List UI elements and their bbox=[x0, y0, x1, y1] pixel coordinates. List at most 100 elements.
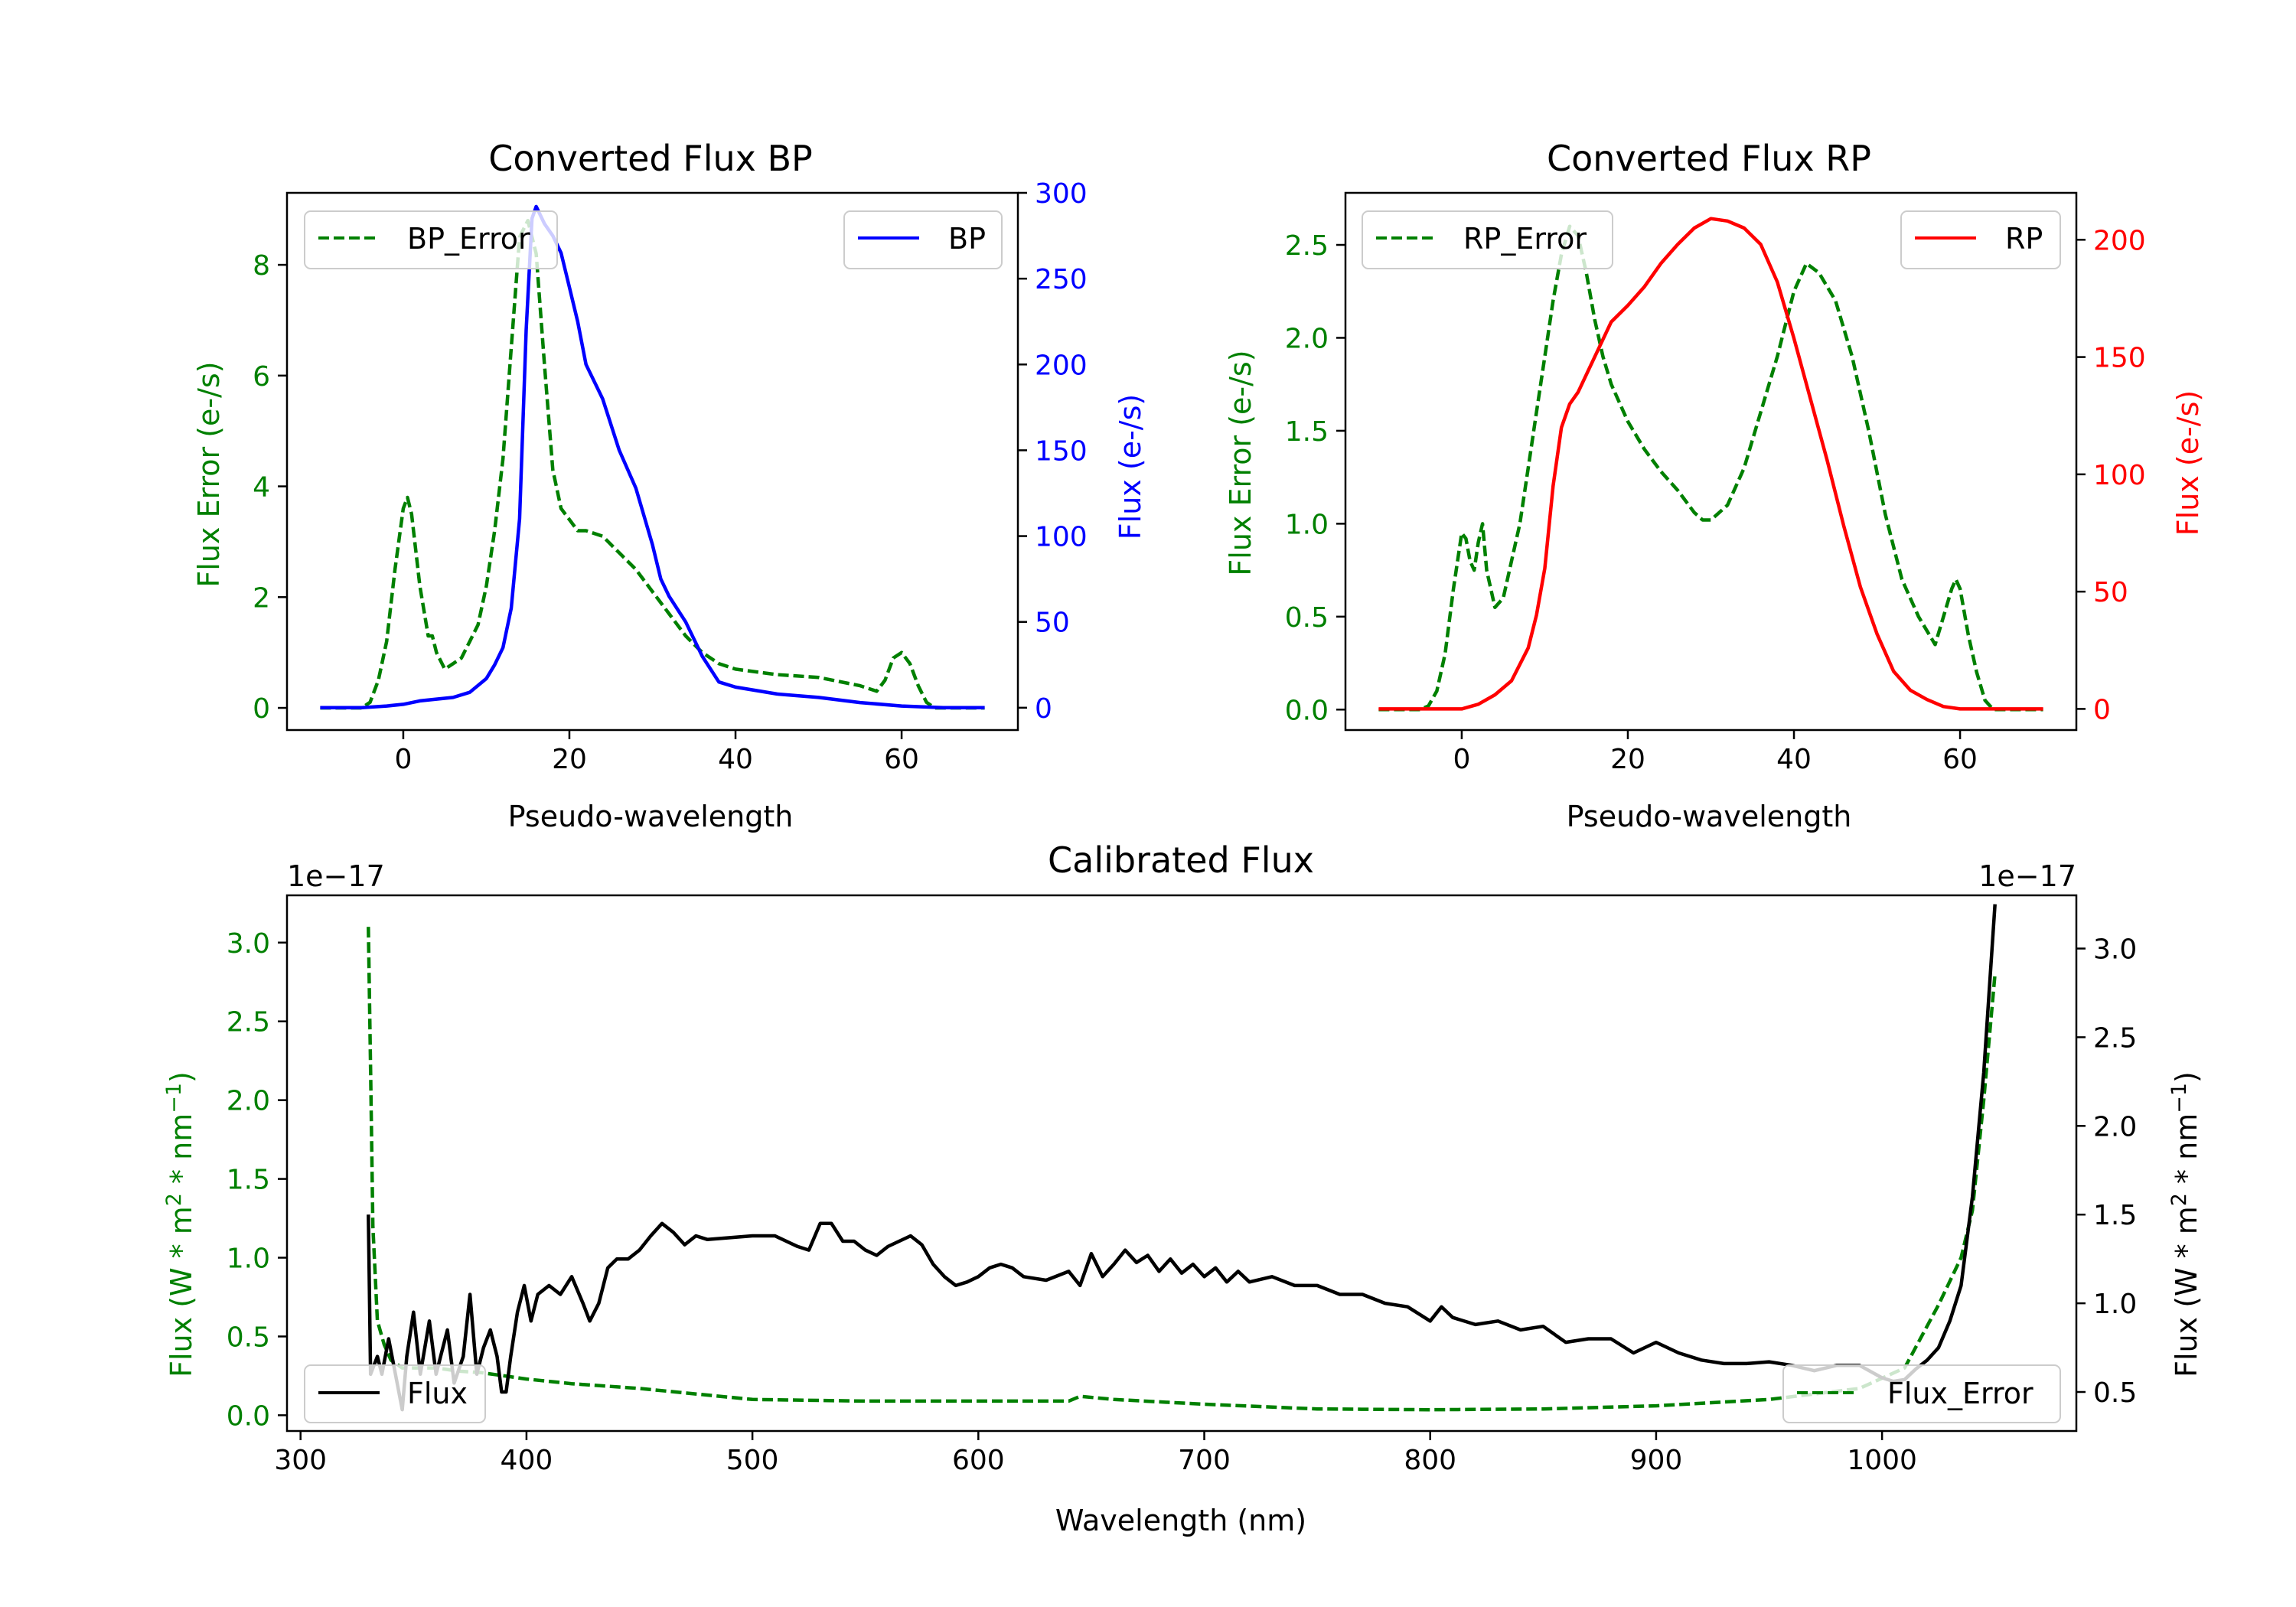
cal-left-y-tick-label: 3.0 bbox=[227, 928, 270, 960]
rp-axes-frame bbox=[1344, 191, 2078, 732]
calibrated-flux-legend-label: Flux bbox=[407, 1377, 468, 1410]
bp-plot-area bbox=[320, 204, 985, 710]
bp-right-axis-label: Flux (e-/s) bbox=[1114, 394, 1147, 539]
rp-right-axis-label: Flux (e-/s) bbox=[2171, 390, 2205, 536]
bp-series-bp bbox=[320, 204, 985, 710]
rp-left-y-tick-label: 1.5 bbox=[1285, 416, 1329, 448]
rp-left-y-tick-label: 0.0 bbox=[1285, 695, 1329, 726]
cal-left-y-tick-label: 0.0 bbox=[227, 1400, 270, 1432]
cal-x-tick-label: 400 bbox=[501, 1445, 553, 1476]
rp-right-y-tick-label: 150 bbox=[2093, 343, 2146, 374]
calibrated-x-axis-label: Wavelength (nm) bbox=[1055, 1504, 1306, 1537]
cal-right-y-tick-label: 1.0 bbox=[2093, 1289, 2137, 1320]
calibrated-ticks: 300 400 500 600 700 800 900 1000 0.0 0.5 1.0 1.5 2.0… bbox=[227, 928, 2138, 1476]
rp-flux-legend-box bbox=[1900, 210, 2061, 269]
bp-x-tick-label: 60 bbox=[884, 744, 919, 775]
cal-right-y-tick-label: 3.0 bbox=[2093, 934, 2137, 966]
cal-right-y-tick-label: 2.5 bbox=[2093, 1022, 2137, 1054]
calibrated-error-legend-box bbox=[1782, 1364, 2061, 1423]
cal-left-y-tick-label: 0.5 bbox=[227, 1322, 270, 1353]
cal-right-y-tick-label: 2.0 bbox=[2093, 1111, 2137, 1143]
bp-right-y-tick-label: 200 bbox=[1035, 350, 1088, 381]
cal-series-flux bbox=[367, 904, 1997, 1412]
rp-left-y-tick-label: 0.5 bbox=[1285, 602, 1329, 634]
rp-series-rp bbox=[1378, 217, 2043, 711]
bp-left-y-tick-label: 2 bbox=[253, 582, 270, 614]
bp-right-y-tick-label: 0 bbox=[1035, 693, 1052, 725]
calibrated-flux-legend[interactable]: Flux bbox=[304, 1364, 486, 1423]
rp-x-tick-label: 40 bbox=[1776, 744, 1812, 775]
calibrated-chart-panel: Calibrated Flux 1e−17 1e−17 300 400 500 600… bbox=[162, 839, 2203, 1537]
bp-chart-panel: Converted Flux BP 0 20 40 60 0 2 4 6 8 0 50 100 150 2… bbox=[192, 138, 1147, 833]
calibrated-error-legend[interactable]: Flux_Error bbox=[1782, 1364, 2061, 1423]
rp-left-y-tick-label: 2.5 bbox=[1285, 230, 1329, 262]
bp-series-bp-error bbox=[320, 218, 985, 710]
rp-left-axis-label: Flux Error (e-/s) bbox=[1224, 350, 1257, 575]
bp-error-legend[interactable]: BP_Error bbox=[304, 210, 558, 269]
calibrated-error-legend-label: Flux_Error bbox=[1887, 1377, 2033, 1410]
bp-left-y-tick-label: 0 bbox=[253, 693, 270, 725]
rp-right-y-tick-label: 200 bbox=[2093, 225, 2146, 256]
cal-x-tick-label: 500 bbox=[726, 1445, 779, 1476]
cal-left-y-tick-label: 2.0 bbox=[227, 1086, 270, 1117]
cal-left-y-tick-label: 1.0 bbox=[227, 1244, 270, 1275]
rp-right-y-tick-label: 0 bbox=[2093, 694, 2111, 725]
rp-x-tick-label: 60 bbox=[1942, 744, 1978, 775]
cal-x-tick-label: 600 bbox=[952, 1445, 1005, 1476]
bp-flux-legend[interactable]: BP bbox=[843, 210, 1003, 269]
rp-flux-legend[interactable]: RP bbox=[1900, 210, 2061, 269]
bp-x-tick-label: 20 bbox=[552, 744, 587, 775]
cal-right-y-tick-label: 1.5 bbox=[2093, 1200, 2137, 1231]
cal-x-tick-label: 1000 bbox=[1847, 1445, 1917, 1476]
bp-right-y-tick-label: 300 bbox=[1035, 178, 1088, 210]
rp-left-y-tick-label: 1.0 bbox=[1285, 509, 1329, 540]
bp-error-legend-box bbox=[304, 210, 558, 269]
bp-x-axis-label: Pseudo-wavelength bbox=[508, 800, 794, 833]
bp-error-legend-label: BP_Error bbox=[407, 222, 530, 256]
bp-chart-title: Converted Flux BP bbox=[488, 138, 813, 179]
rp-ticks: 0 20 40 60 0.0 0.5 1.0 1.5 2.0 2.5 0 50 100 150 200 bbox=[1285, 225, 2146, 775]
cal-x-tick-label: 800 bbox=[1404, 1445, 1456, 1476]
rp-x-tick-label: 0 bbox=[1453, 744, 1470, 775]
calibrated-axes-frame bbox=[285, 894, 2078, 1433]
bp-left-axis-label: Flux Error (e-/s) bbox=[192, 361, 226, 587]
calibrated-right-axis-label: Flux (W * m2 * nm−1) bbox=[2167, 1071, 2203, 1377]
bp-x-tick-label: 40 bbox=[718, 744, 753, 775]
calibrated-left-axis-label: Flux (W * m2 * nm−1) bbox=[162, 1071, 198, 1377]
cal-left-y-tick-label: 1.5 bbox=[227, 1165, 270, 1196]
rp-error-legend-box bbox=[1362, 210, 1613, 269]
rp-right-y-tick-label: 50 bbox=[2093, 577, 2128, 608]
rp-x-axis-label: Pseudo-wavelength bbox=[1567, 800, 1852, 833]
bp-axes-frame bbox=[285, 191, 1019, 732]
rp-chart-title: Converted Flux RP bbox=[1547, 138, 1871, 179]
rp-left-y-tick-label: 2.0 bbox=[1285, 323, 1329, 354]
rp-x-tick-label: 20 bbox=[1610, 744, 1645, 775]
cal-x-tick-label: 300 bbox=[274, 1445, 327, 1476]
bp-flux-legend-box bbox=[843, 210, 1003, 269]
cal-x-tick-label: 900 bbox=[1630, 1445, 1683, 1476]
bp-left-y-tick-label: 4 bbox=[253, 472, 270, 504]
rp-error-legend[interactable]: RP_Error bbox=[1362, 210, 1613, 269]
bp-x-tick-label: 0 bbox=[394, 744, 412, 775]
rp-right-y-tick-label: 100 bbox=[2093, 460, 2146, 491]
rp-error-legend-label: RP_Error bbox=[1463, 222, 1587, 256]
rp-series-rp-error bbox=[1378, 224, 2043, 712]
bp-right-y-tick-label: 50 bbox=[1035, 608, 1070, 639]
rp-flux-legend-label: RP bbox=[2005, 222, 2043, 256]
bp-right-y-tick-label: 150 bbox=[1035, 435, 1088, 467]
calibrated-flux-legend-box bbox=[304, 1364, 486, 1423]
calibrated-right-offset-text: 1e−17 bbox=[1978, 859, 2076, 893]
rp-plot-area bbox=[1378, 217, 2043, 712]
calibrated-chart-title: Calibrated Flux bbox=[1048, 839, 1314, 881]
bp-left-y-tick-label: 6 bbox=[253, 361, 270, 393]
rp-chart-panel: Converted Flux RP 0 20 40 60 0.0 0.5 1.0 1.5 2.0… bbox=[1224, 138, 2205, 833]
cal-right-y-tick-label: 0.5 bbox=[2093, 1377, 2137, 1409]
cal-x-tick-label: 700 bbox=[1178, 1445, 1231, 1476]
bp-ticks: 0 20 40 60 0 2 4 6 8 0 50 100 150 200 250 300 bbox=[253, 178, 1088, 775]
bp-right-y-tick-label: 100 bbox=[1035, 522, 1088, 553]
bp-left-y-tick-label: 8 bbox=[253, 250, 270, 282]
calibrated-left-offset-text: 1e−17 bbox=[287, 859, 385, 893]
bp-right-y-tick-label: 250 bbox=[1035, 264, 1088, 295]
bp-flux-legend-label: BP bbox=[948, 222, 986, 256]
